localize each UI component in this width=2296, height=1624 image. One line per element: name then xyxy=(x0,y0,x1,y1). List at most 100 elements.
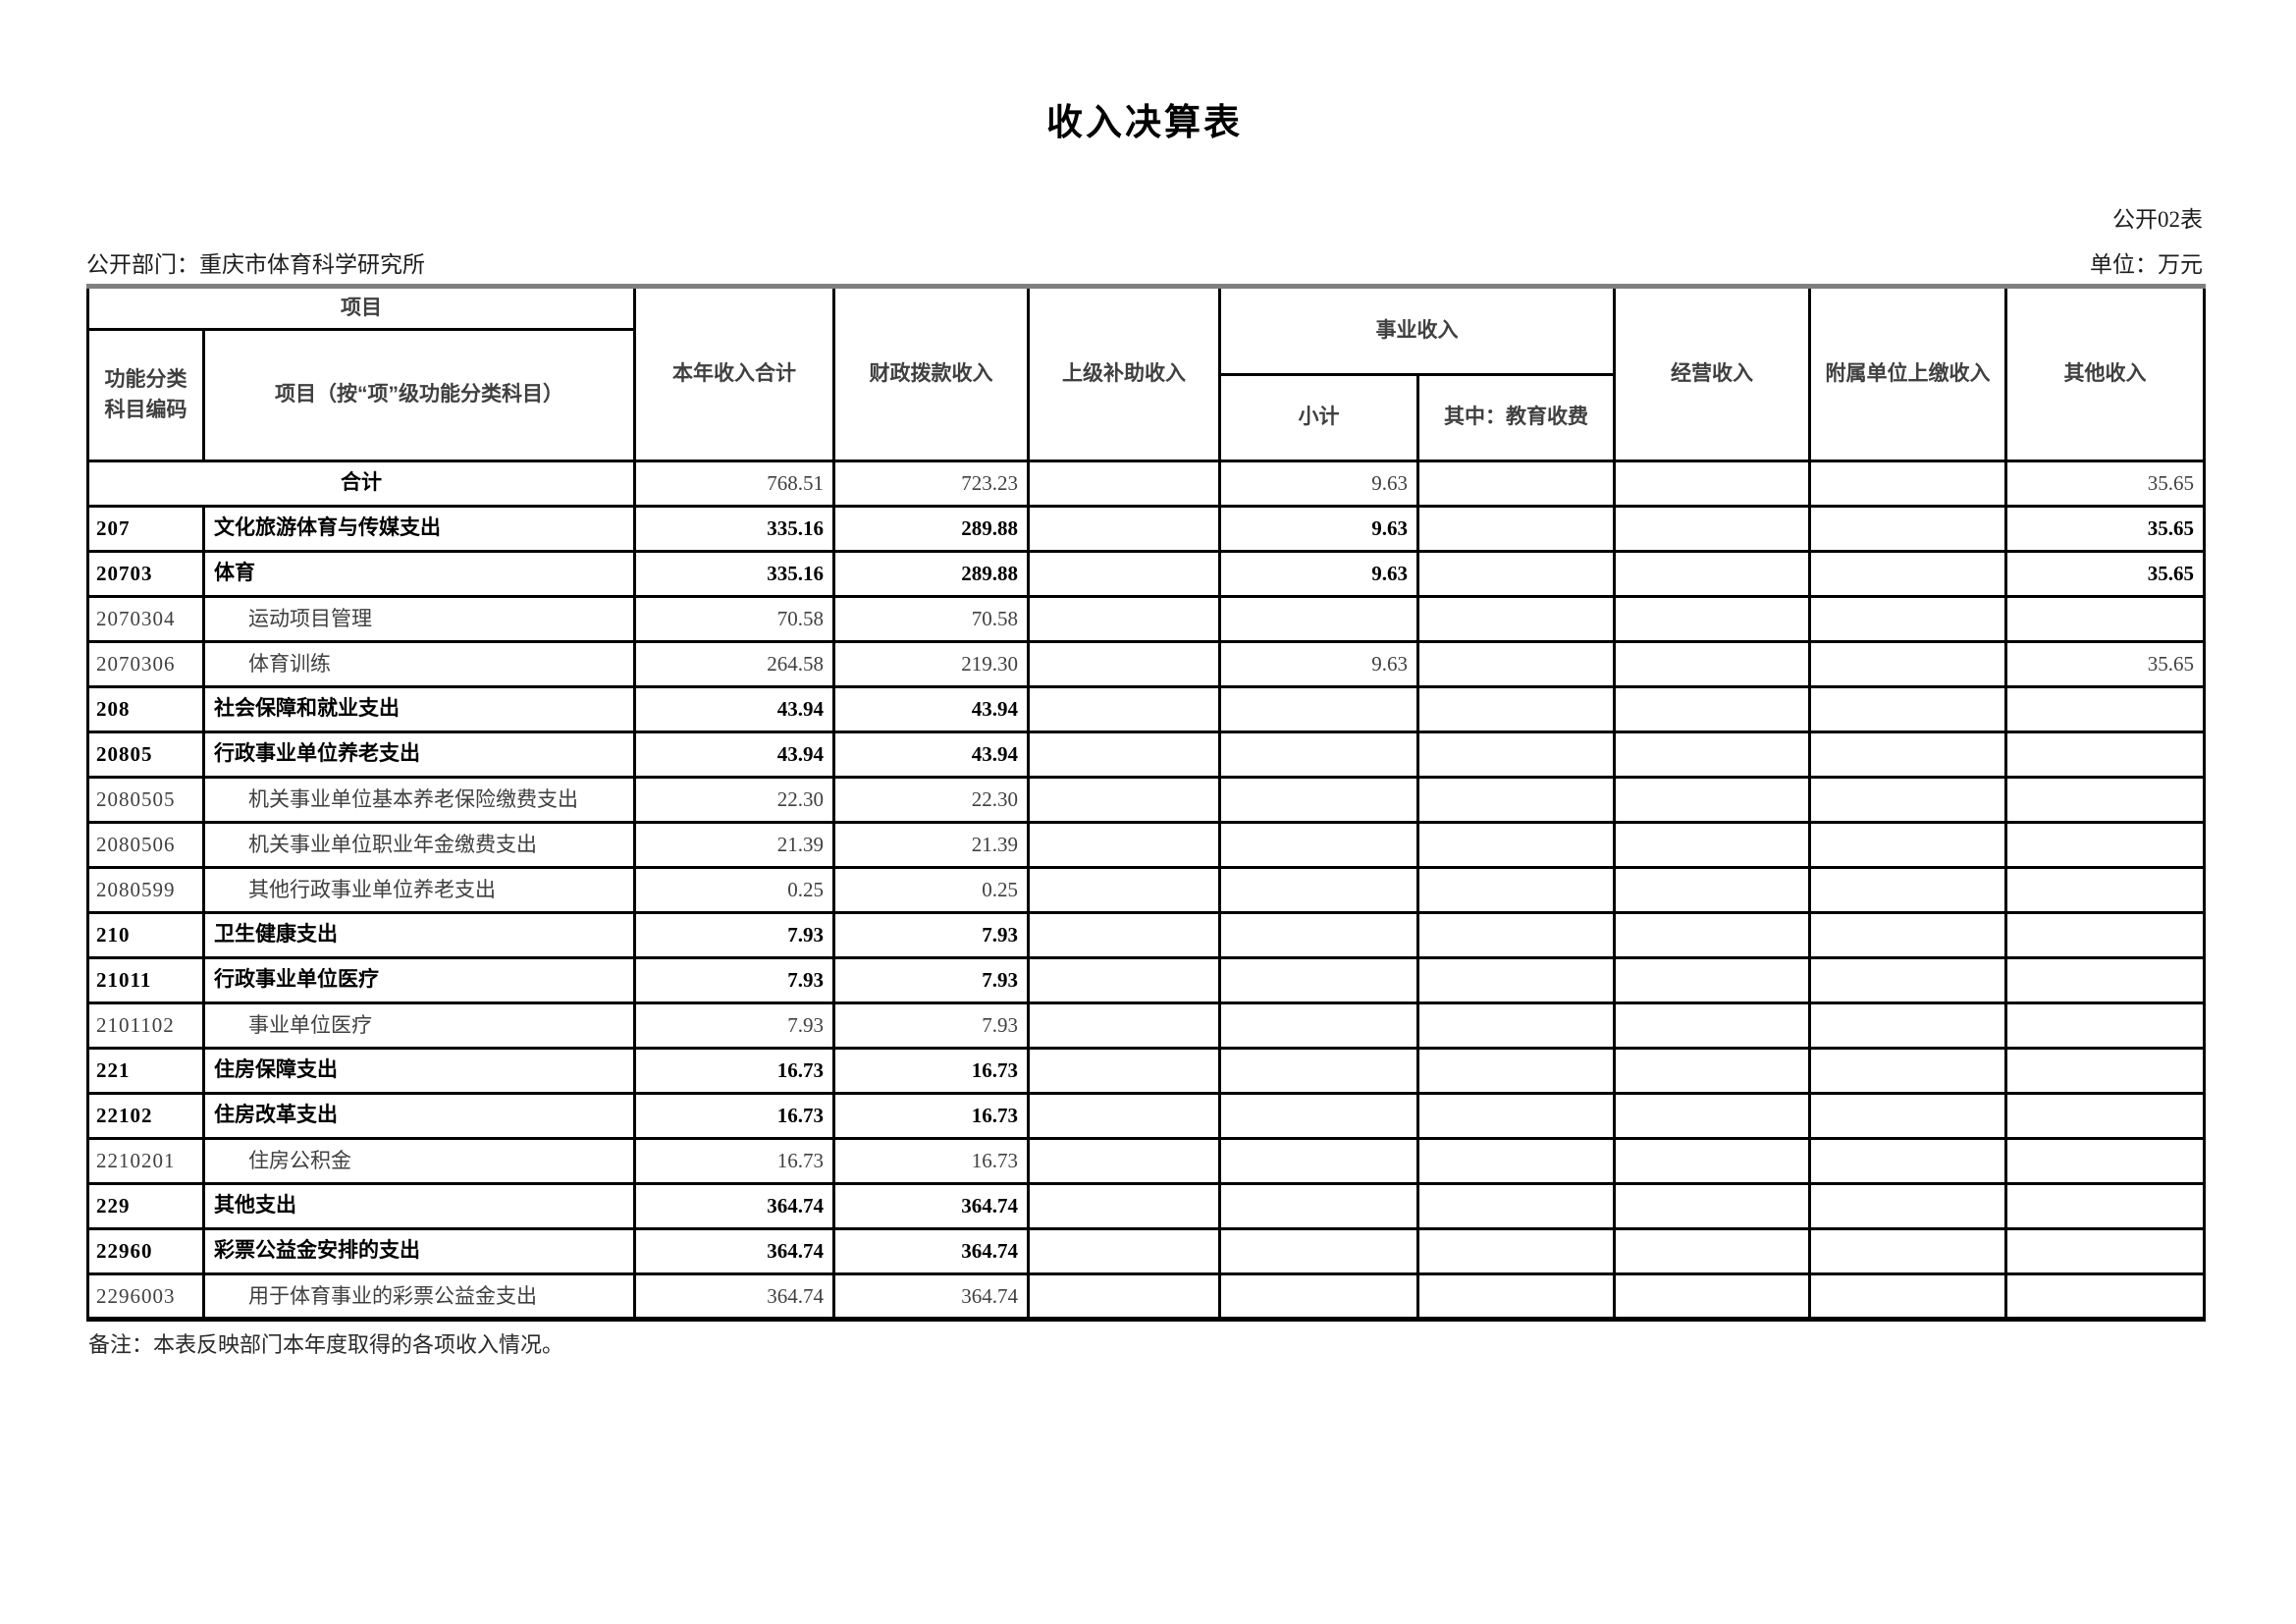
cell-value: 0.25 xyxy=(832,866,1030,914)
cell-code: 2080505 xyxy=(86,776,205,824)
cell-value xyxy=(2004,911,2206,959)
cell-value: 70.58 xyxy=(633,595,835,643)
cell-value xyxy=(1613,685,1811,733)
header-fiscal-income: 财政拨款收入 xyxy=(832,285,1030,462)
meta-line: 公开部门：重庆市体育科学研究所 单位：万元 xyxy=(86,245,2203,279)
cell-value xyxy=(1218,1227,1419,1275)
cell-code: 221 xyxy=(86,1047,205,1095)
department-label: 公开部门：重庆市体育科学研究所 xyxy=(86,252,425,277)
cell-value xyxy=(1027,595,1221,643)
cell-value xyxy=(1613,1272,1811,1321)
cell-value: 364.74 xyxy=(832,1182,1030,1230)
cell-value xyxy=(1416,505,1616,553)
cell-value xyxy=(1808,550,2007,598)
table-row: 20703 体育 335.16 289.88 9.63 35.65 xyxy=(86,550,2206,598)
cell-value: 35.65 xyxy=(2004,640,2206,688)
cell-item: 运动项目管理 xyxy=(202,595,636,643)
income-table: 项目 本年收入合计 财政拨款收入 上级补助收入 事业收入 经营收入 附属单位上缴… xyxy=(86,284,2206,1322)
header-affiliated-income: 附属单位上缴收入 xyxy=(1808,285,2007,462)
cell-value xyxy=(1613,731,1811,779)
cell-value: 7.93 xyxy=(832,1001,1030,1050)
cell-value: 16.73 xyxy=(832,1137,1030,1185)
cell-value xyxy=(1808,685,2007,733)
cell-value: 9.63 xyxy=(1218,460,1419,508)
cell-code: 21011 xyxy=(86,956,205,1004)
footnote: 备注：本表反映部门本年度取得的各项收入情况。 xyxy=(88,1332,564,1357)
cell-item: 其他支出 xyxy=(202,1182,636,1230)
cell-value: 43.94 xyxy=(633,731,835,779)
cell-value xyxy=(1416,866,1616,914)
cell-code: 2210201 xyxy=(86,1137,205,1185)
cell-value xyxy=(1416,821,1616,869)
cell-value xyxy=(1416,731,1616,779)
cell-value xyxy=(1416,1047,1616,1095)
cell-value xyxy=(1808,1182,2007,1230)
cell-value xyxy=(1416,911,1616,959)
cell-value xyxy=(1808,1047,2007,1095)
cell-value xyxy=(1613,866,1811,914)
cell-item: 文化旅游体育与传媒支出 xyxy=(202,505,636,553)
cell-value: 43.94 xyxy=(832,731,1030,779)
cell-value xyxy=(1027,1227,1221,1275)
header-project-group: 项目 xyxy=(86,285,636,331)
cell-value: 335.16 xyxy=(633,550,835,598)
cell-value xyxy=(1027,956,1221,1004)
cell-value: 723.23 xyxy=(832,460,1030,508)
table-row: 2101102 事业单位医疗 7.93 7.93 xyxy=(86,1001,2206,1050)
table-row: 2070306 体育训练 264.58 219.30 9.63 35.65 xyxy=(86,640,2206,688)
cell-code: 2070306 xyxy=(86,640,205,688)
cell-value xyxy=(1416,1137,1616,1185)
cell-value: 364.74 xyxy=(832,1227,1030,1275)
cell-value xyxy=(1027,911,1221,959)
cell-value xyxy=(1613,821,1811,869)
cell-value xyxy=(1416,1182,1616,1230)
table-row-grand-total: 合计 768.51 723.23 9.63 35.65 xyxy=(86,460,2206,508)
cell-value xyxy=(1416,1092,1616,1140)
cell-value xyxy=(2004,866,2206,914)
cell-code: 208 xyxy=(86,685,205,733)
cell-value xyxy=(1218,1272,1419,1321)
cell-value xyxy=(1027,821,1221,869)
cell-value xyxy=(1218,685,1419,733)
cell-value xyxy=(1416,460,1616,508)
cell-value xyxy=(1808,595,2007,643)
cell-value xyxy=(1027,505,1221,553)
cell-value xyxy=(2004,1092,2206,1140)
cell-value xyxy=(1416,1227,1616,1275)
cell-code: 22102 xyxy=(86,1092,205,1140)
cell-value xyxy=(1027,731,1221,779)
cell-code: 210 xyxy=(86,911,205,959)
cell-item: 机关事业单位职业年金缴费支出 xyxy=(202,821,636,869)
header-other-income: 其他收入 xyxy=(2004,285,2206,462)
cell-value xyxy=(1613,776,1811,824)
cell-value xyxy=(2004,1001,2206,1050)
cell-value xyxy=(2004,1272,2206,1321)
page-title: 收入决算表 xyxy=(1046,102,1243,142)
cell-value xyxy=(1218,776,1419,824)
cell-code: 20805 xyxy=(86,731,205,779)
cell-value: 16.73 xyxy=(633,1047,835,1095)
cell-value xyxy=(1218,1001,1419,1050)
cell-value xyxy=(2004,731,2206,779)
cell-value xyxy=(2004,1137,2206,1185)
table-row: 2296003 用于体育事业的彩票公益金支出 364.74 364.74 xyxy=(86,1272,2206,1321)
cell-value xyxy=(1613,1001,1811,1050)
cell-value: 70.58 xyxy=(832,595,1030,643)
cell-code: 2101102 xyxy=(86,1001,205,1050)
cell-value xyxy=(1808,1227,2007,1275)
cell-value xyxy=(1613,640,1811,688)
header-item-name: 项目（按“项”级功能分类科目） xyxy=(202,328,636,462)
cell-item: 体育 xyxy=(202,550,636,598)
cell-item: 彩票公益金安排的支出 xyxy=(202,1227,636,1275)
cell-value xyxy=(1027,866,1221,914)
cell-value xyxy=(1027,640,1221,688)
cell-value xyxy=(1808,821,2007,869)
cell-value xyxy=(1027,550,1221,598)
cell-value xyxy=(1808,866,2007,914)
table-row: 21011 行政事业单位医疗 7.93 7.93 xyxy=(86,956,2206,1004)
cell-value xyxy=(1613,956,1811,1004)
header-business-subtotal: 小计 xyxy=(1218,373,1419,462)
cell-value xyxy=(1808,1001,2007,1050)
cell-code: 2070304 xyxy=(86,595,205,643)
